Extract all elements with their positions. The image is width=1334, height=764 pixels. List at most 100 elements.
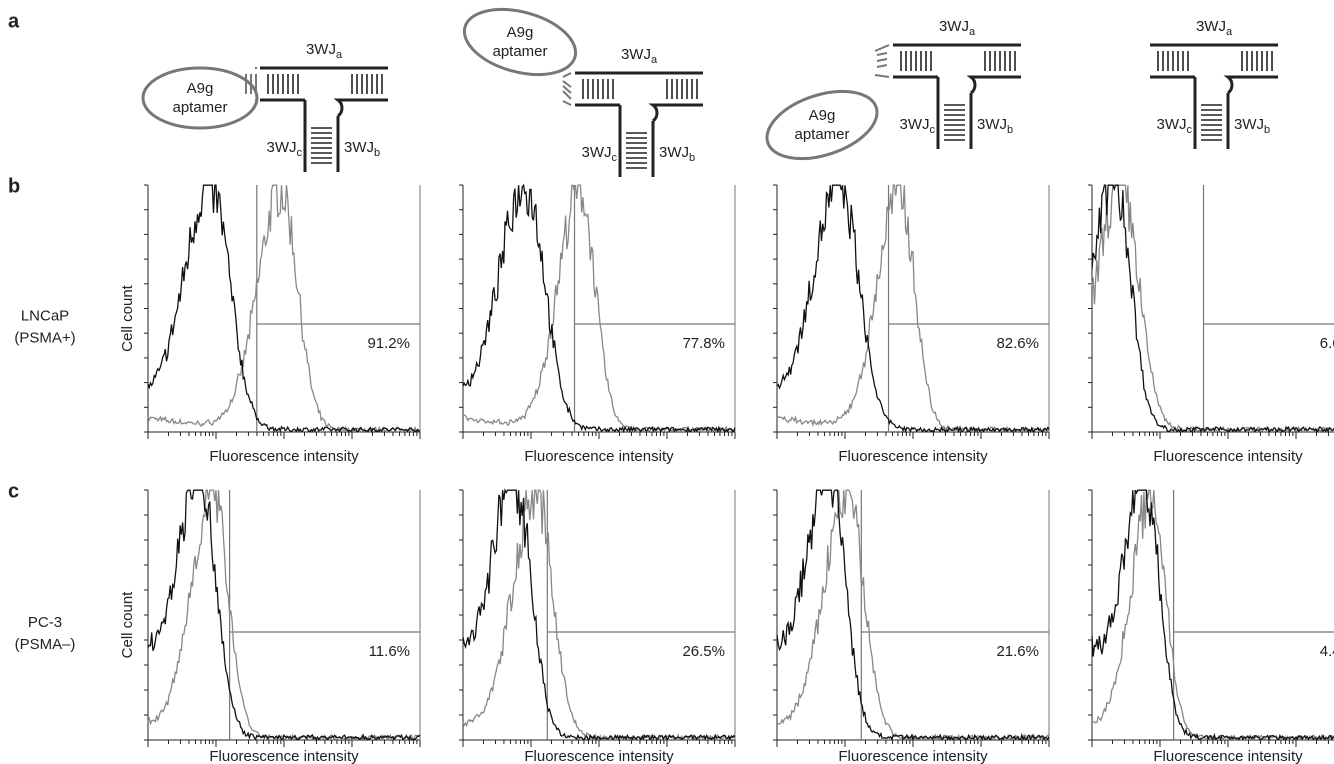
aptamer-label: A9g (809, 107, 836, 124)
strand-name: 3WJ (977, 116, 1007, 133)
strand-label: 3WJb (977, 116, 1013, 136)
strand-name: 3WJ (1196, 18, 1226, 35)
strand-name: 3WJ (1234, 116, 1264, 133)
aptamer-loop (141, 66, 259, 130)
aptamer-label: aptamer (172, 99, 227, 116)
cell-line: (PSMA–) (15, 636, 76, 653)
strand-label: 3WJc (582, 144, 618, 164)
strand-name: 3WJ (659, 144, 689, 161)
aptamer-link (874, 74, 890, 78)
aptamer-loop (765, 89, 879, 161)
strand-subscript: c (930, 124, 936, 136)
strand-label: 3WJa (621, 46, 658, 66)
histogram-curve (1091, 184, 1334, 434)
strand-subscript: c (1187, 124, 1193, 136)
percentage: 77.8% (682, 335, 725, 352)
strand-subscript: c (612, 152, 618, 164)
aptamer-label: A9g (187, 80, 214, 97)
aptamer-link (562, 100, 572, 106)
histogram-curve (776, 489, 1050, 742)
cell-line: PC-3 (28, 614, 62, 631)
strand-name: 3WJ (344, 139, 374, 156)
cell-line: (PSMA+) (14, 329, 75, 346)
panel-label: c (8, 480, 19, 502)
aptamer: A9g aptamer (462, 7, 578, 77)
histogram-curve (147, 184, 421, 433)
panel-label: a (8, 10, 20, 32)
aptamer: A9g aptamer (141, 66, 259, 130)
x-axis-label: Fluorescence intensity (524, 448, 674, 465)
percentage: 6.6% (1320, 335, 1334, 352)
x-axis-label: Fluorescence intensity (209, 448, 359, 465)
strand-name: 3WJ (900, 116, 930, 133)
histogram-curve (1091, 489, 1334, 742)
percentage: 26.5% (682, 643, 725, 660)
strand-name: 3WJ (306, 41, 336, 58)
strand-label: 3WJa (1196, 18, 1233, 38)
strand-loop (966, 75, 1021, 95)
aptamer-link (876, 58, 888, 62)
aptamer-link (562, 80, 572, 88)
x-axis-label: Fluorescence intensity (838, 448, 988, 465)
percentage: 21.6% (996, 643, 1039, 660)
strand-name: 3WJ (1157, 116, 1187, 133)
strand-label: 3WJc (267, 139, 303, 159)
strand-name: 3WJ (939, 18, 969, 35)
strand-name: 3WJ (267, 139, 297, 156)
strand-loop (1223, 75, 1278, 95)
strand-name: 3WJ (582, 144, 612, 161)
x-axis-label: Fluorescence intensity (1153, 748, 1303, 764)
histogram-curve (462, 488, 736, 742)
strand-subscript: a (336, 49, 343, 61)
strand-label: 3WJb (1234, 116, 1270, 136)
strand-subscript: a (651, 54, 658, 66)
strand-subscript: b (689, 152, 695, 164)
strand-loop (333, 98, 388, 118)
histogram-curve (776, 184, 1050, 434)
histogram-curve (462, 489, 735, 742)
aptamer-label: A9g (507, 24, 534, 41)
strand-label: 3WJa (939, 18, 976, 38)
aptamer-label: aptamer (492, 43, 547, 60)
strand-label: 3WJc (900, 116, 936, 136)
x-axis-label: Fluorescence intensity (1153, 448, 1303, 465)
panel-label: b (8, 175, 20, 197)
strand-subscript: b (1264, 124, 1270, 136)
strand-name: 3WJ (621, 46, 651, 63)
aptamer-link (562, 85, 572, 94)
aptamer-link (874, 44, 890, 52)
histogram-curve (1091, 184, 1334, 433)
histogram-curve (776, 489, 1050, 742)
strand-label: 3WJb (344, 139, 380, 159)
strand-label: 3WJb (659, 144, 695, 164)
percentage: 91.2% (367, 335, 410, 352)
aptamer-link (876, 52, 888, 56)
strand-subscript: b (374, 147, 380, 159)
aptamer-loop (462, 7, 578, 77)
strand-label: 3WJc (1157, 116, 1193, 136)
percentage: 82.6% (996, 335, 1039, 352)
y-axis-label: Cell count (119, 284, 136, 352)
histogram-curve (147, 184, 421, 434)
histogram-curve (147, 489, 421, 741)
strand-label: 3WJa (306, 41, 343, 61)
histogram-curve (147, 489, 421, 742)
strand-subscript: c (297, 147, 303, 159)
x-axis-label: Fluorescence intensity (524, 748, 674, 764)
aptamer-link (876, 64, 888, 68)
x-axis-label: Fluorescence intensity (209, 748, 359, 764)
cell-line: LNCaP (21, 307, 69, 324)
aptamer-label: aptamer (794, 126, 849, 143)
percentage: 11.6% (369, 643, 410, 660)
aptamer-link (562, 72, 572, 78)
histogram-curve (1091, 489, 1334, 742)
histogram-curve (462, 184, 736, 433)
aptamer-link (562, 90, 572, 100)
strand-subscript: b (1007, 124, 1013, 136)
x-axis-label: Fluorescence intensity (838, 748, 988, 764)
